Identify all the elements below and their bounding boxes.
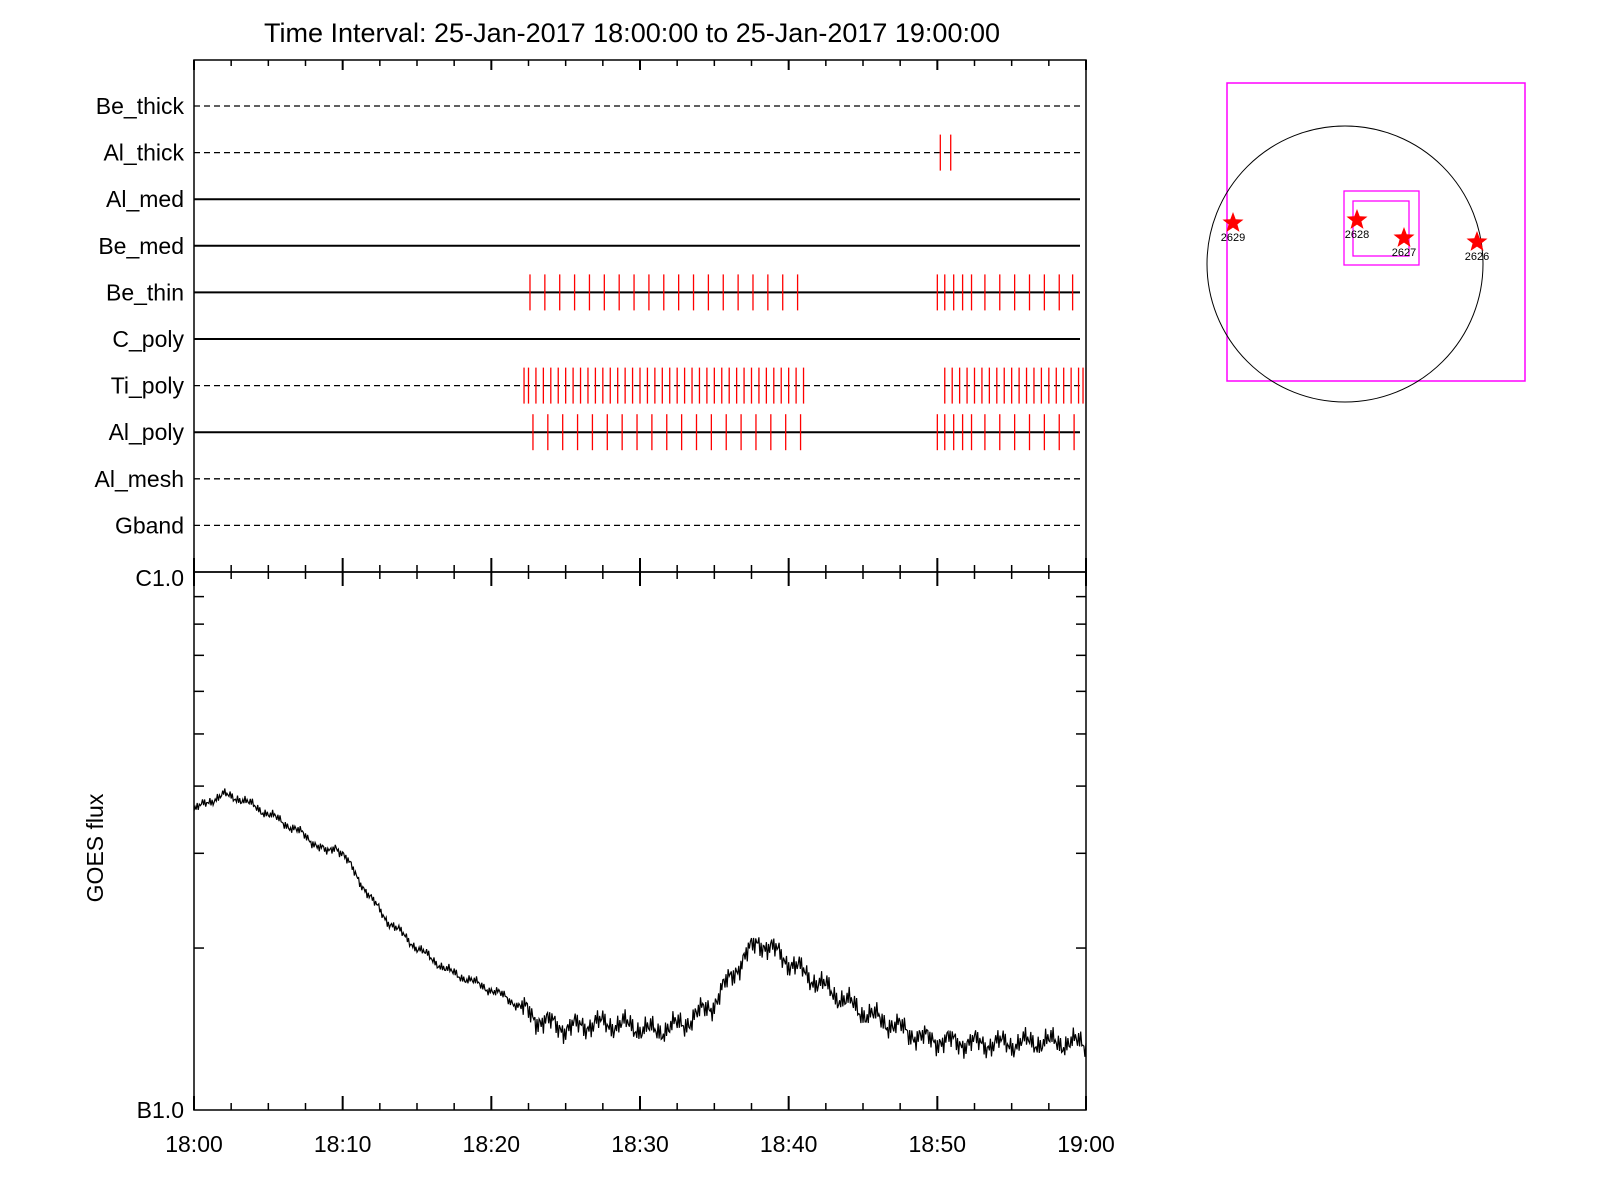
filter-row-label: Al_poly <box>109 419 185 445</box>
x-tick-label: 18:50 <box>909 1131 967 1157</box>
filter-row-label: Al_thick <box>103 140 184 166</box>
y-tick-label-bottom: B1.0 <box>137 1097 184 1123</box>
x-tick-label: 18:10 <box>314 1131 372 1157</box>
x-tick-label: 18:30 <box>611 1131 669 1157</box>
solar-limb-circle <box>1206 125 1484 403</box>
active-region-label: 2629 <box>1221 232 1245 244</box>
y-axis-label: GOES flux <box>82 793 108 902</box>
fov-target-box <box>1352 200 1410 257</box>
x-tick-label: 18:00 <box>165 1131 223 1157</box>
x-tick-label: 18:20 <box>463 1131 521 1157</box>
filter-row-label: Be_thick <box>96 93 185 119</box>
y-tick-label-top: C1.0 <box>135 565 184 591</box>
filter-timeline-panel: Be_thick Al_thick Al_med Be_med Be_thin C_pol… <box>95 59 1087 573</box>
active-region-label: 2628 <box>1345 229 1369 241</box>
filter-row-label: Ti_poly <box>111 373 185 399</box>
fov-inner-box <box>1343 190 1420 266</box>
active-region-label: 2627 <box>1392 247 1416 259</box>
filter-row-label: Be_thin <box>106 279 184 305</box>
active-region-star <box>1466 231 1488 251</box>
filter-row-label: Be_med <box>98 233 184 259</box>
goes-flux-panel: 18:00 18:10 18:20 18:30 18:40 18:50 19:00 C1.0 B… <box>82 558 1115 1157</box>
active-region-label: 2626 <box>1465 251 1489 263</box>
x-tick-label: 19:00 <box>1057 1131 1115 1157</box>
goes-flux-curve <box>193 788 1087 1059</box>
filter-row-label: Al_mesh <box>95 466 184 492</box>
filter-row-label: Gband <box>115 512 184 538</box>
active-region-star <box>1346 209 1368 229</box>
solar-disk-map: 2629 2628 2627 2626 <box>1206 82 1526 403</box>
timeline-frame <box>193 59 1087 573</box>
filter-row-label: C_poly <box>112 326 184 352</box>
active-region-star <box>1393 227 1415 247</box>
chart-title: Time Interval: 25-Jan-2017 18:00:00 to 2… <box>264 18 1000 48</box>
fov-outer-box <box>1226 82 1526 382</box>
active-region-star <box>1222 212 1244 232</box>
filter-row-label: Al_med <box>106 186 184 212</box>
x-tick-label: 18:40 <box>760 1131 818 1157</box>
